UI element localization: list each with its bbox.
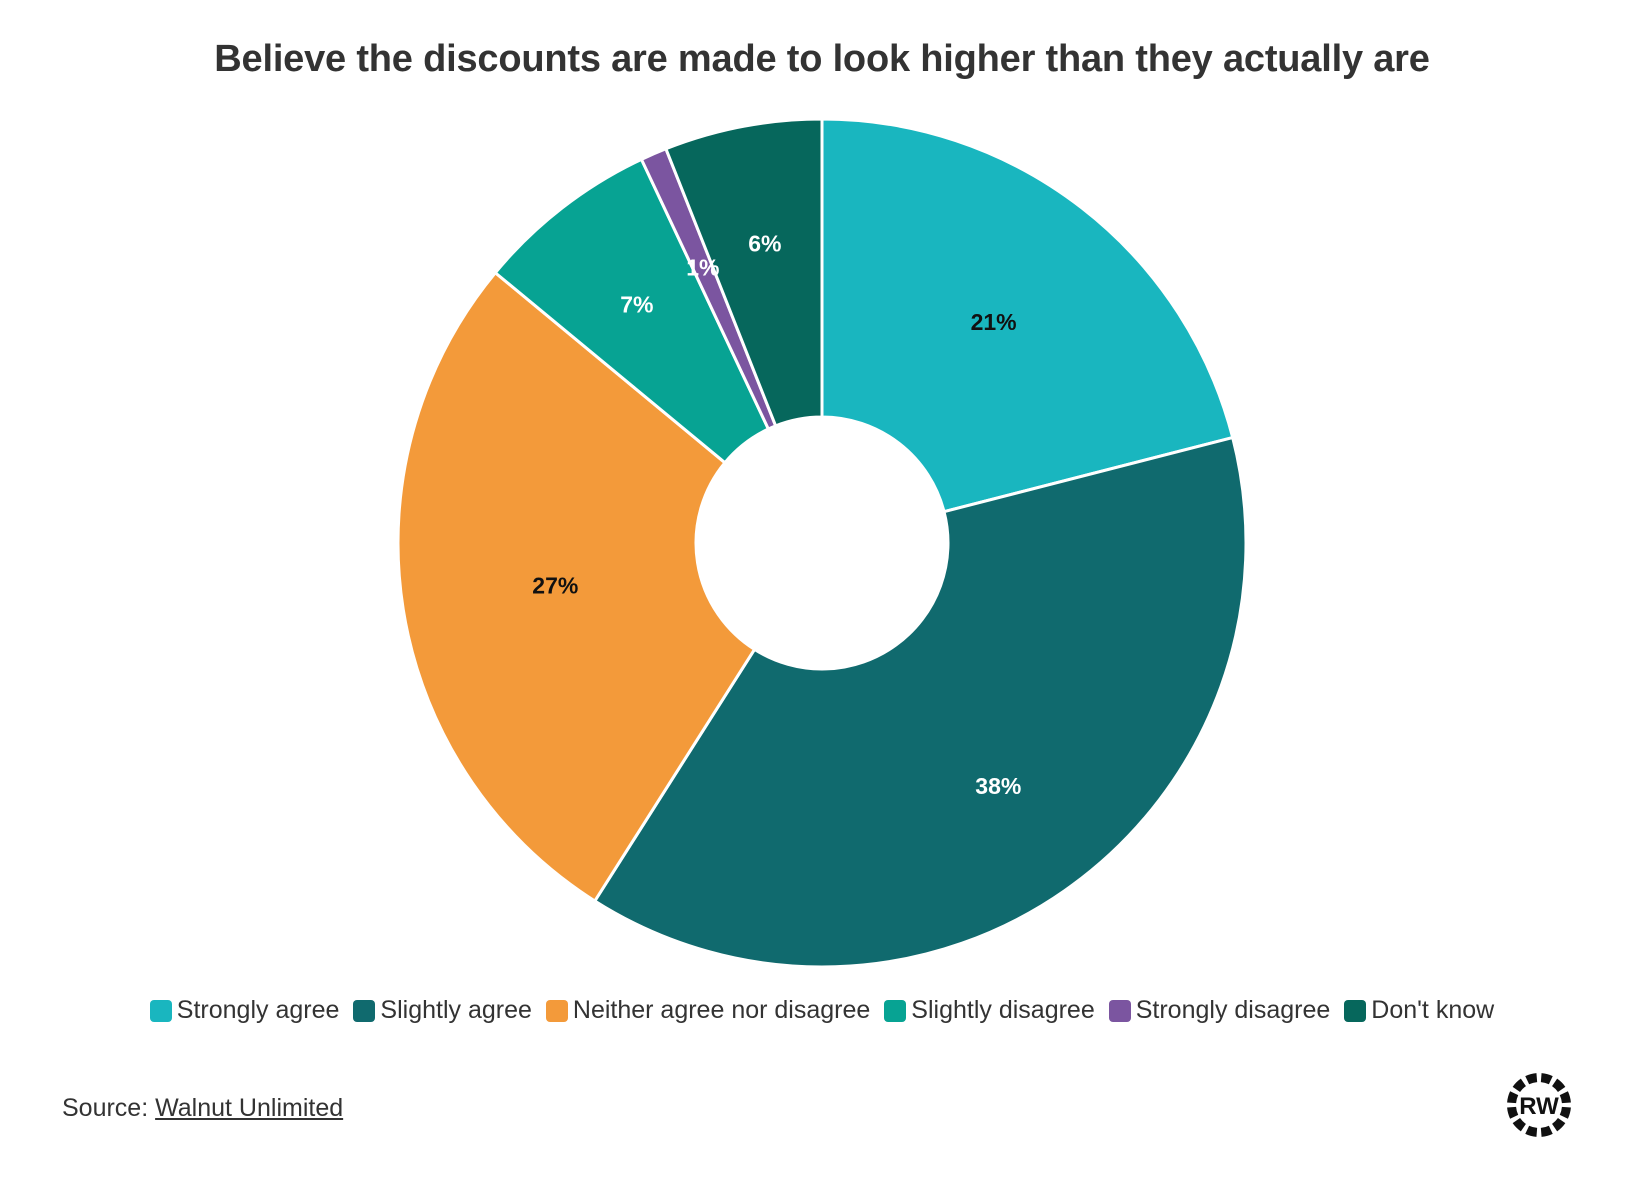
legend-label: Strongly agree bbox=[176, 996, 340, 1024]
slice-slightly-disagree[interactable] bbox=[493, 157, 770, 465]
source-prefix: Source: bbox=[62, 1094, 156, 1122]
legend-swatch bbox=[1108, 999, 1131, 1022]
legend-label: Slightly disagree bbox=[911, 996, 1095, 1024]
slice-slightly-agree[interactable] bbox=[593, 436, 1248, 969]
legend-item[interactable]: Neither agree nor disagree bbox=[545, 996, 871, 1025]
slice-label: 27% bbox=[532, 572, 578, 598]
legend-label: Don't know bbox=[1371, 996, 1495, 1024]
legend-item[interactable]: Don't know bbox=[1344, 996, 1494, 1025]
slice-label: 6% bbox=[748, 230, 781, 256]
legend-swatch bbox=[353, 999, 376, 1022]
legend-item[interactable]: Strongly agree bbox=[149, 996, 340, 1025]
source-line: Source: Walnut Unlimited bbox=[62, 1094, 343, 1123]
chart-legend: Strongly agree Slightly agree Neither agre… bbox=[0, 996, 1644, 1025]
donut-slice-labels: 21% 38% 27% 7% 1% 6% bbox=[532, 230, 1021, 798]
legend-swatch bbox=[149, 999, 172, 1022]
slice-neither-agree-nor-disagree[interactable] bbox=[396, 271, 756, 903]
legend-label: Strongly disagree bbox=[1135, 996, 1331, 1024]
slice-label: 1% bbox=[686, 255, 719, 281]
slice-label: 38% bbox=[975, 773, 1021, 799]
slice-don-t-know[interactable] bbox=[664, 117, 824, 428]
rw-badge-icon: RW bbox=[1506, 1072, 1572, 1138]
legend-item[interactable]: Strongly disagree bbox=[1108, 996, 1331, 1025]
source-link[interactable]: Walnut Unlimited bbox=[155, 1094, 344, 1122]
legend-label: Slightly agree bbox=[380, 996, 532, 1024]
donut-slices bbox=[396, 117, 1248, 969]
legend-swatch bbox=[884, 999, 907, 1022]
slice-label: 21% bbox=[971, 309, 1017, 335]
chart-title: Believe the discounts are made to look h… bbox=[214, 38, 1430, 80]
legend-swatch bbox=[545, 999, 568, 1022]
legend-swatch bbox=[1344, 999, 1367, 1022]
legend-label: Neither agree nor disagree bbox=[572, 996, 871, 1024]
logo-text: RW bbox=[1519, 1093, 1559, 1120]
legend-item[interactable]: Slightly disagree bbox=[884, 996, 1095, 1025]
legend-item[interactable]: Slightly agree bbox=[353, 996, 532, 1025]
slice-strongly-agree[interactable] bbox=[820, 117, 1235, 514]
slice-label: 7% bbox=[620, 291, 653, 317]
